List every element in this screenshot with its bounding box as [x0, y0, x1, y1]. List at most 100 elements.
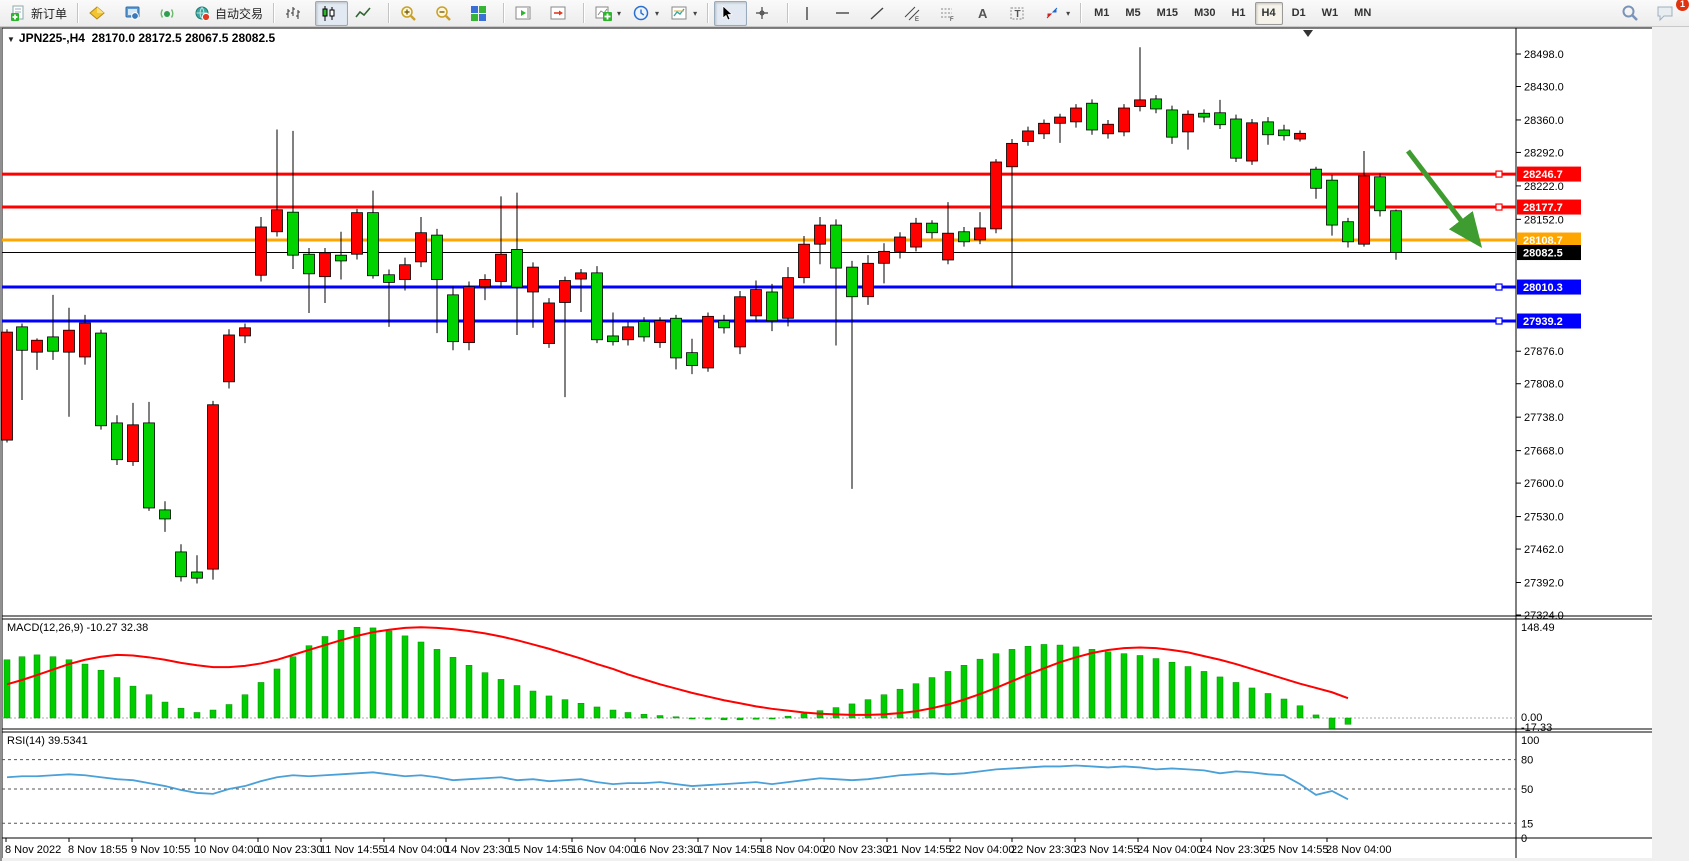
signals-button[interactable] — [154, 1, 187, 26]
chart-shift-marker[interactable] — [1303, 30, 1313, 37]
candle[interactable] — [191, 555, 203, 584]
candle[interactable] — [415, 216, 427, 268]
candle[interactable] — [447, 286, 459, 351]
candle[interactable] — [47, 294, 59, 360]
candle[interactable] — [1086, 99, 1098, 135]
market-watch-button[interactable] — [119, 1, 152, 26]
candle[interactable] — [463, 281, 475, 351]
candle[interactable] — [910, 217, 922, 252]
candle[interactable] — [1, 329, 13, 443]
candle[interactable] — [1342, 217, 1354, 248]
search-button[interactable] — [1616, 1, 1649, 26]
candle[interactable] — [1374, 173, 1386, 217]
candle[interactable] — [399, 257, 411, 291]
candle[interactable] — [750, 280, 762, 322]
text-label-button[interactable]: T — [1004, 1, 1037, 26]
vertical-line-button[interactable] — [794, 1, 827, 26]
line-handle[interactable] — [1495, 317, 1503, 325]
candle[interactable] — [351, 208, 363, 260]
fibonacci-button[interactable]: F — [934, 1, 967, 26]
zoom-out-button[interactable] — [430, 1, 463, 26]
candle[interactable] — [367, 190, 379, 279]
candle[interactable] — [271, 129, 283, 237]
time-axis[interactable]: 8 Nov 2022 8 Nov 18:55 9 Nov 10:55 10 Nov 0… — [5, 838, 1391, 856]
candle[interactable] — [862, 255, 874, 305]
chevron-down-icon[interactable]: ▼ — [7, 35, 15, 44]
candle[interactable] — [1262, 117, 1274, 145]
candle[interactable] — [287, 130, 299, 270]
arrows-button[interactable]: ▾ — [1039, 1, 1075, 26]
candle[interactable] — [1038, 119, 1050, 140]
candle[interactable] — [383, 269, 395, 327]
auto-scroll-button[interactable] — [510, 1, 543, 26]
candle[interactable] — [1166, 105, 1178, 144]
candle[interactable] — [974, 212, 986, 245]
candle[interactable] — [686, 338, 698, 375]
periods-button[interactable]: ▾ — [628, 1, 664, 26]
candle[interactable] — [127, 402, 139, 466]
candle[interactable] — [638, 317, 650, 342]
candle[interactable] — [31, 338, 43, 370]
candle[interactable] — [1134, 47, 1146, 112]
cursor-button[interactable] — [714, 0, 748, 26]
candle[interactable] — [63, 307, 75, 417]
candle[interactable] — [239, 323, 251, 344]
tile-windows-button[interactable] — [465, 1, 498, 26]
candle[interactable] — [111, 415, 123, 465]
price-chart[interactable]: 28498.0 28430.0 28360.0 28292.0 28222.0 28152… — [0, 27, 1689, 861]
price-axis[interactable]: 28498.0 28430.0 28360.0 28292.0 28222.0 28152… — [1516, 49, 1581, 622]
candle[interactable] — [622, 322, 634, 346]
timeframe-h4-button[interactable]: H4 — [1254, 1, 1283, 25]
candle[interactable] — [1070, 104, 1082, 128]
candle[interactable] — [702, 312, 714, 372]
candle[interactable] — [718, 314, 730, 334]
candle[interactable] — [1022, 126, 1034, 146]
candle[interactable] — [846, 260, 858, 489]
crosshair-button[interactable] — [749, 1, 782, 26]
candle[interactable] — [878, 243, 890, 284]
timeframe-d1-button[interactable]: D1 — [1291, 7, 1306, 19]
timeframe-m30-button[interactable]: M30 — [1194, 7, 1216, 19]
candle[interactable] — [575, 269, 587, 313]
candle[interactable] — [559, 276, 571, 398]
text-button[interactable]: A — [969, 1, 1002, 26]
candle[interactable] — [894, 232, 906, 259]
candle[interactable] — [670, 314, 682, 370]
bar-chart-button[interactable] — [280, 1, 313, 26]
timeframe-mn-button[interactable]: MN — [1354, 7, 1372, 19]
candle[interactable] — [159, 501, 171, 532]
candle[interactable] — [654, 317, 666, 348]
trend-arrow-annotation[interactable] — [1406, 149, 1483, 248]
timeframe-h1-button[interactable]: H1 — [1231, 7, 1246, 19]
candle[interactable] — [303, 248, 315, 313]
candle[interactable] — [990, 159, 1002, 234]
candle[interactable] — [1102, 119, 1114, 139]
candle[interactable] — [511, 192, 523, 335]
candle[interactable] — [1054, 113, 1066, 143]
candle[interactable] — [830, 219, 842, 346]
candle[interactable] — [1230, 114, 1242, 162]
candlestick-button[interactable] — [315, 0, 349, 26]
indicators-button[interactable]: ▾ — [590, 1, 626, 26]
candle[interactable] — [1358, 151, 1370, 247]
candle[interactable] — [1294, 130, 1306, 142]
line-chart-button[interactable] — [350, 1, 383, 26]
candle[interactable] — [782, 267, 794, 327]
new-order-button[interactable]: 新订单 — [5, 1, 72, 26]
candle[interactable] — [431, 228, 443, 334]
zoom-in-button[interactable] — [395, 1, 428, 26]
candle[interactable] — [175, 544, 187, 582]
templates-button[interactable]: ▾ — [666, 1, 702, 26]
candle[interactable] — [958, 226, 970, 247]
candle[interactable] — [543, 298, 555, 348]
candle[interactable] — [1198, 109, 1210, 123]
candle[interactable] — [766, 283, 778, 332]
candle[interactable] — [143, 401, 155, 511]
timeframe-m5-button[interactable]: M5 — [1125, 7, 1141, 19]
candle[interactable] — [1278, 124, 1290, 141]
autotrading-button[interactable]: 自动交易 — [189, 1, 268, 26]
candle[interactable] — [1150, 95, 1162, 114]
candle[interactable] — [255, 216, 267, 282]
candle[interactable] — [1006, 139, 1018, 288]
candle[interactable] — [319, 248, 331, 303]
